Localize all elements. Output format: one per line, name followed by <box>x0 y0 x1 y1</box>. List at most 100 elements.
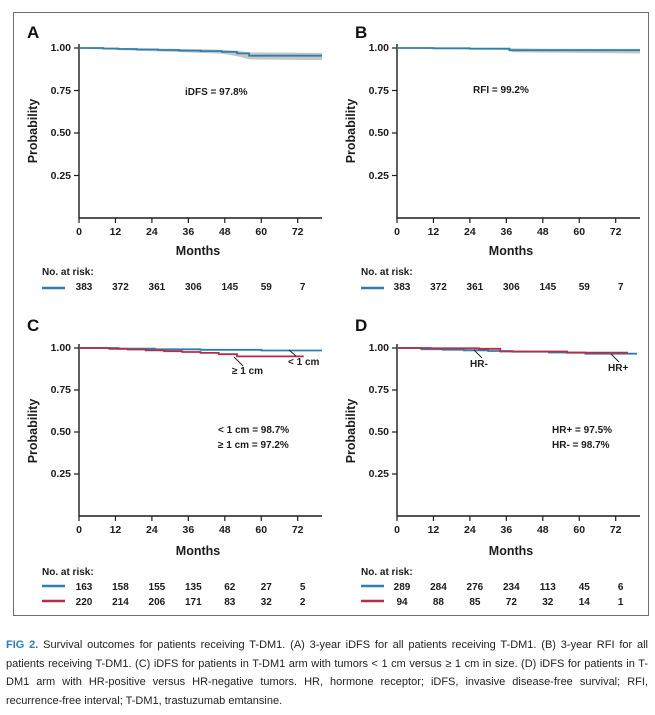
y-tick-label: 0.25 <box>368 169 389 182</box>
x-tick-label: 36 <box>182 226 195 238</box>
x-tick-label: 60 <box>573 524 586 536</box>
at-risk-count: 59 <box>578 282 590 293</box>
at-risk-count: 372 <box>430 282 447 293</box>
at-risk-count: 306 <box>503 282 520 293</box>
at-risk-count: 7 <box>299 282 306 293</box>
x-tick-label: 24 <box>464 524 476 536</box>
at-risk-count: 306 <box>185 282 202 293</box>
figure-caption-text: Survival outcomes for patients receiving… <box>6 639 648 707</box>
x-tick-label: 0 <box>394 226 400 238</box>
at-risk-count: 163 <box>75 582 93 593</box>
y-tick-label: 1.00 <box>50 342 71 354</box>
at-risk-count: 284 <box>430 582 447 593</box>
at-risk-count: 206 <box>148 597 166 608</box>
y-tick-label: 0.50 <box>368 127 389 139</box>
y-tick-label: 0.50 <box>50 127 71 139</box>
panel-b-letter: B <box>355 23 368 42</box>
at-risk-count: 135 <box>185 582 202 593</box>
panel-d-x-axis-title: Months <box>488 544 534 558</box>
x-tick-label: 72 <box>291 226 304 238</box>
x-tick-label: 36 <box>500 524 513 536</box>
x-tick-label: 24 <box>146 226 158 238</box>
figure-caption-label: FIG 2. <box>6 639 39 651</box>
at-risk-count: 7 <box>617 282 624 293</box>
at-risk-count: 171 <box>185 597 202 608</box>
x-tick-label: 72 <box>291 524 304 536</box>
panel-a-letter: A <box>27 23 40 42</box>
panel-c-y-axis-title: Probability <box>26 398 40 464</box>
x-tick-label: 36 <box>500 226 513 238</box>
x-tick-label: 60 <box>573 226 586 238</box>
at-risk-count: 276 <box>466 582 484 593</box>
x-tick-label: 48 <box>218 226 231 238</box>
at-risk-count: 361 <box>466 282 484 293</box>
x-tick-label: 60 <box>255 524 268 536</box>
panel-d-annotation-line2: HR- = 98.7% <box>552 440 610 451</box>
at-risk-count: 155 <box>148 582 166 593</box>
at-risk-count: 214 <box>112 597 129 608</box>
panel-b-at-risk-label: No. at risk: <box>361 267 413 278</box>
y-tick-label: 0.75 <box>50 384 71 396</box>
at-risk-count: 220 <box>75 597 93 608</box>
x-tick-label: 12 <box>109 524 122 536</box>
at-risk-count: 372 <box>112 282 129 293</box>
at-risk-count: 113 <box>539 582 556 593</box>
at-risk-count: 27 <box>260 582 272 593</box>
at-risk-count: 32 <box>260 597 272 608</box>
panel-c-letter: C <box>27 316 40 335</box>
x-tick-label: 36 <box>182 524 195 536</box>
y-tick-label: 0.75 <box>368 84 389 97</box>
x-tick-label: 48 <box>536 226 549 238</box>
at-risk-count: 1 <box>617 597 624 608</box>
at-risk-count: 234 <box>503 582 520 593</box>
x-tick-label: 24 <box>146 524 158 536</box>
x-tick-label: 0 <box>394 524 400 536</box>
at-risk-count: 145 <box>221 282 239 293</box>
x-tick-label: 48 <box>536 524 549 536</box>
x-tick-label: 72 <box>609 524 622 536</box>
at-risk-count: 383 <box>75 282 93 293</box>
panel-c-x-axis-title: Months <box>175 544 221 558</box>
panel-d-letter: D <box>355 316 368 335</box>
panel-c-at-risk-label: No. at risk: <box>42 567 94 578</box>
panel-a-at-risk-label: No. at risk: <box>42 267 94 278</box>
y-tick-label: 0.75 <box>368 384 389 396</box>
x-tick-label: 24 <box>464 226 476 238</box>
y-tick-label: 1.00 <box>368 42 389 54</box>
panel-c-annotation-line2: ≥ 1 cm = 97.2% <box>218 440 289 451</box>
at-risk-count: 62 <box>224 582 236 593</box>
panel-d-at-risk-label: No. at risk: <box>361 567 413 578</box>
x-tick-label: 12 <box>109 226 122 238</box>
curve-label-ge-1cm: ≥ 1 cm <box>232 366 264 377</box>
at-risk-count: 145 <box>539 282 557 293</box>
at-risk-count: 14 <box>578 597 590 608</box>
at-risk-count: 361 <box>148 282 166 293</box>
curve-label-hr-negative: HR- <box>470 359 488 370</box>
x-tick-label: 72 <box>609 226 622 238</box>
y-tick-label: 0.25 <box>50 468 71 480</box>
panel-c-annotation-line1: < 1 cm = 98.7% <box>218 425 290 436</box>
at-risk-count: 88 <box>432 597 444 608</box>
y-tick-label: 0.50 <box>368 426 389 438</box>
at-risk-count: 59 <box>260 282 272 293</box>
x-tick-label: 12 <box>427 226 440 238</box>
at-risk-count: 5 <box>299 582 306 593</box>
at-risk-count: 72 <box>505 597 517 608</box>
panel-a-annotation: iDFS = 97.8% <box>185 87 248 98</box>
at-risk-count: 158 <box>112 582 129 593</box>
panel-b-y-axis-title: Probability <box>344 98 358 164</box>
y-tick-label: 0.75 <box>50 84 71 97</box>
curve-label-lt-1cm: < 1 cm <box>288 357 320 368</box>
at-risk-count: 289 <box>393 582 411 593</box>
x-tick-label: 48 <box>218 524 231 536</box>
at-risk-count: 6 <box>617 582 624 593</box>
x-tick-label: 12 <box>427 524 440 536</box>
panel-b-x-axis-title: Months <box>488 244 534 258</box>
figure-caption: FIG 2. Survival outcomes for patients re… <box>6 636 648 710</box>
y-tick-label: 0.25 <box>50 169 71 182</box>
at-risk-count: 85 <box>469 597 481 608</box>
curve-label-hr-positive: HR+ <box>608 363 629 374</box>
x-tick-label: 0 <box>76 524 82 536</box>
y-tick-label: 1.00 <box>50 42 71 54</box>
